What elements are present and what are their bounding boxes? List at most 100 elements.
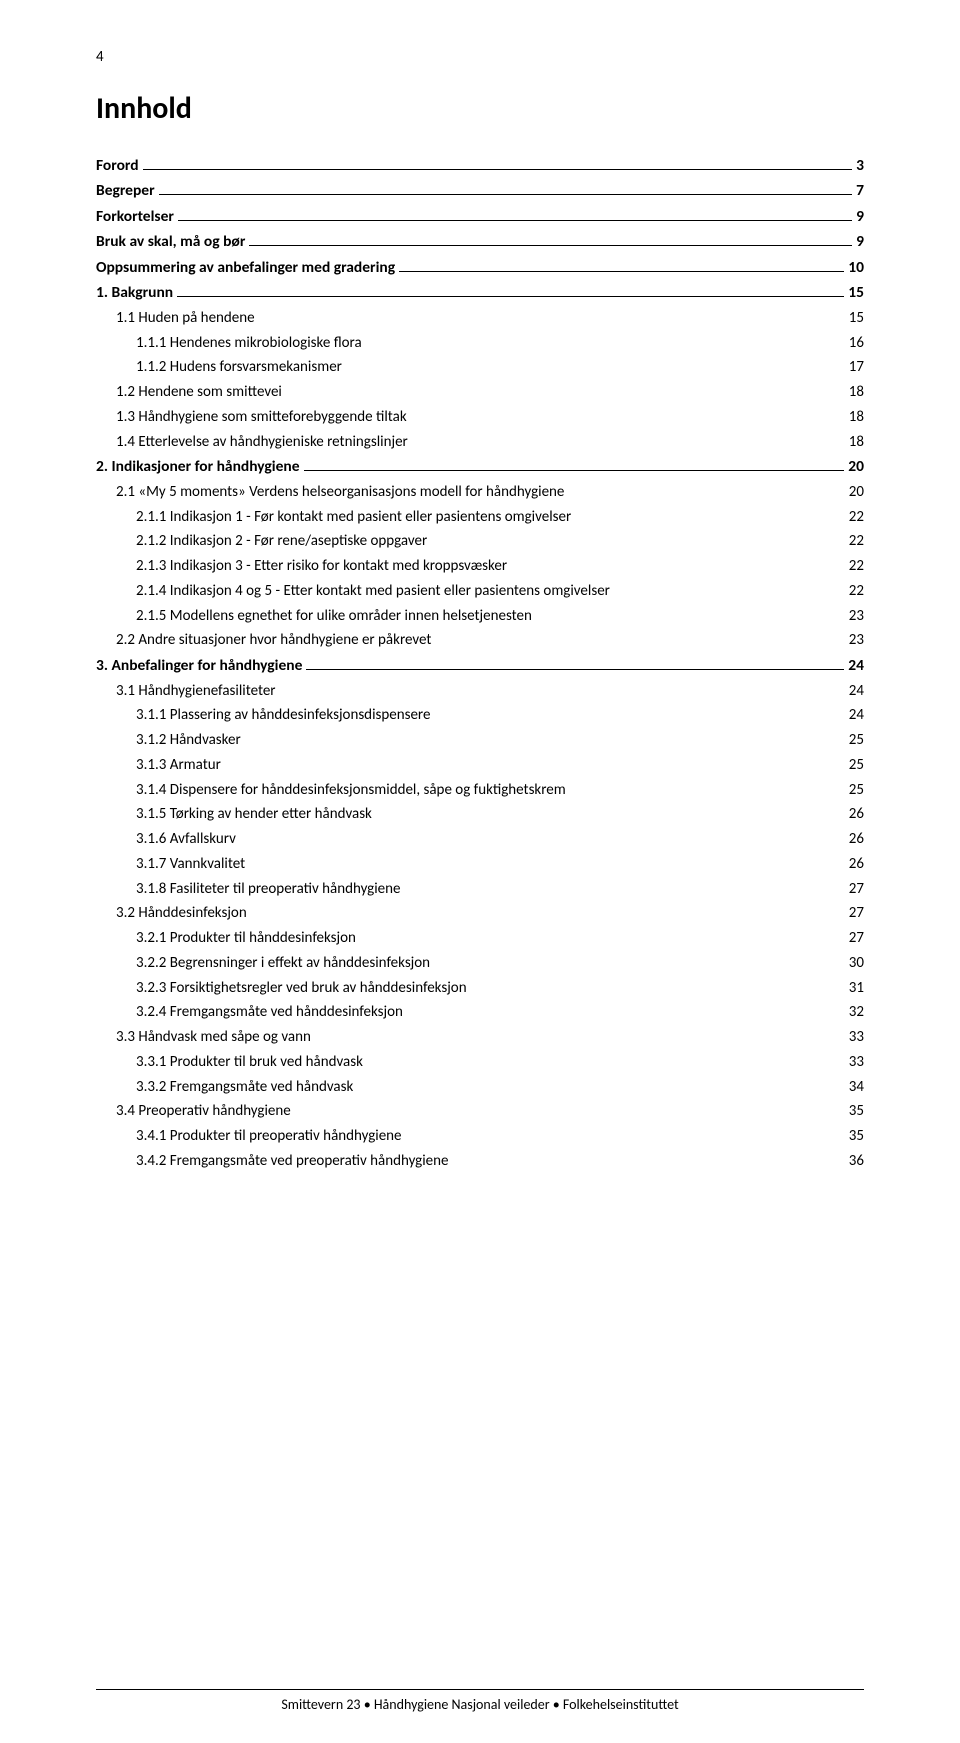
toc-entry[interactable]: 1.4 Etterlevelse av håndhygieniske retni… [96, 432, 864, 454]
toc-entry-label: 1.3 Håndhygiene som smitteforebyggende t… [116, 407, 407, 429]
toc-entry[interactable]: Forord3 [96, 155, 864, 177]
toc-leader [249, 231, 852, 246]
toc-entry[interactable]: 2.1.1 Indikasjon 1 - Før kontakt med pas… [96, 507, 864, 529]
toc-entry[interactable]: 2. Indikasjoner for håndhygiene20 [96, 456, 864, 478]
toc-entry[interactable]: 1.1.2 Hudens forsvarsmekanismer 17 [96, 357, 864, 379]
toc-entry-page: 22 [849, 531, 864, 553]
toc-entry[interactable]: 3.2.3 Forsiktighetsregler ved bruk av hå… [96, 978, 864, 1000]
toc-entry[interactable]: 2.1.4 Indikasjon 4 og 5 - Etter kontakt … [96, 581, 864, 603]
toc-entry-label: 2.1.2 Indikasjon 2 - Før rene/aseptiske … [136, 531, 427, 553]
toc-entry-label: 2.1.5 Modellens egnethet for ulike områd… [136, 606, 532, 628]
toc-entry[interactable]: 3.1.3 Armatur25 [96, 755, 864, 777]
toc-entry[interactable]: 3.2.4 Fremgangsmåte ved hånddesinfeksjon… [96, 1002, 864, 1024]
toc-entry[interactable]: 3.1.8 Fasiliteter til preoperativ håndhy… [96, 879, 864, 901]
toc-entry[interactable]: 1.3 Håndhygiene som smitteforebyggende t… [96, 407, 864, 429]
toc-entry[interactable]: 2.1 «My 5 moments» Verdens helseorganisa… [96, 482, 864, 504]
toc-entry[interactable]: 2.1.2 Indikasjon 2 - Før rene/aseptiske … [96, 531, 864, 553]
toc-entry[interactable]: 2.2 Andre situasjoner hvor håndhygiene e… [96, 630, 864, 652]
toc-entry-page: 15 [848, 282, 864, 304]
toc-entry[interactable]: 2.1.3 Indikasjon 3 - Etter risiko for ko… [96, 556, 864, 578]
toc-entry-label: 3.1.5 Tørking av hender etter håndvask [136, 804, 372, 826]
toc-entry-page: 23 [849, 630, 864, 652]
toc-entry-page: 9 [856, 231, 864, 253]
toc-entry[interactable]: 1. Bakgrunn 15 [96, 282, 864, 304]
toc-entry-page: 25 [849, 730, 864, 752]
toc-entry[interactable]: 3.3.2 Fremgangsmåte ved håndvask34 [96, 1077, 864, 1099]
toc-entry-label: 3.1.8 Fasiliteter til preoperativ håndhy… [136, 879, 401, 901]
toc-entry-page: 7 [856, 180, 864, 202]
toc-entry-label: 2.1.1 Indikasjon 1 - Før kontakt med pas… [136, 507, 571, 529]
toc-entry[interactable]: 1.1 Huden på hendene 15 [96, 308, 864, 330]
toc-entry[interactable]: Forkortelser9 [96, 206, 864, 228]
page-title: Innhold [96, 90, 864, 127]
toc-entry-label: 3.1.4 Dispensere for hånddesinfeksjonsmi… [136, 780, 566, 802]
toc-entry[interactable]: Begreper 7 [96, 180, 864, 202]
toc-entry[interactable]: 3.1.6 Avfallskurv 26 [96, 829, 864, 851]
toc-entry-page: 18 [849, 382, 864, 404]
toc-entry-page: 36 [849, 1151, 864, 1173]
toc-entry-label: 3. Anbefalinger for håndhygiene [96, 655, 302, 677]
toc-leader [143, 155, 853, 170]
toc-entry[interactable]: 3.1.2 Håndvasker 25 [96, 730, 864, 752]
toc-entry[interactable]: 3.1.7 Vannkvalitet26 [96, 854, 864, 876]
toc-entry[interactable]: 3.1.4 Dispensere for hånddesinfeksjonsmi… [96, 780, 864, 802]
toc-entry-page: 26 [849, 804, 864, 826]
toc-entry-label: 2.1.4 Indikasjon 4 og 5 - Etter kontakt … [136, 581, 610, 603]
toc-entry[interactable]: 2.1.5 Modellens egnethet for ulike områd… [96, 606, 864, 628]
toc-entry-page: 10 [848, 257, 864, 279]
toc-entry-label: Bruk av skal, må og bør [96, 231, 245, 253]
toc-entry-page: 33 [849, 1027, 864, 1049]
toc-entry-label: 3.3.2 Fremgangsmåte ved håndvask [136, 1077, 353, 1099]
toc-entry-page: 22 [849, 556, 864, 578]
toc-entry-label: 3.1.6 Avfallskurv [136, 829, 236, 851]
toc-entry-label: Oppsummering av anbefalinger med graderi… [96, 257, 395, 279]
toc-entry-label: 3.4.2 Fremgangsmåte ved preoperativ hånd… [136, 1151, 449, 1173]
toc-entry-label: 1.1 Huden på hendene [116, 308, 255, 330]
toc-entry-label: 3.1.2 Håndvasker [136, 730, 241, 752]
toc-entry-page: 17 [849, 357, 864, 379]
toc-entry[interactable]: 3.3.1 Produkter til bruk ved håndvask33 [96, 1052, 864, 1074]
toc-entry-page: 15 [849, 308, 864, 330]
toc-entry-label: 1.1.1 Hendenes mikrobiologiske flora [136, 333, 362, 355]
toc-entry-page: 26 [849, 829, 864, 851]
document-page: 4 Innhold Forord3Begreper7Forkortelser9B… [0, 0, 960, 1743]
toc-entry-page: 27 [849, 928, 864, 950]
toc-entry[interactable]: 3.2.1 Produkter til hånddesinfeksjon27 [96, 928, 864, 950]
toc-entry[interactable]: 3.4.2 Fremgangsmåte ved preoperativ hånd… [96, 1151, 864, 1173]
toc-entry-page: 18 [849, 407, 864, 429]
toc-entry-label: 3.4.1 Produkter til preoperativ håndhygi… [136, 1126, 402, 1148]
toc-entry[interactable]: 3.3 Håndvask med såpe og vann33 [96, 1027, 864, 1049]
toc-entry-label: 3.1.3 Armatur [136, 755, 221, 777]
toc-entry-page: 20 [849, 482, 864, 504]
toc-entry[interactable]: 1.1.1 Hendenes mikrobiologiske flora16 [96, 333, 864, 355]
toc-entry-page: 31 [849, 978, 864, 1000]
toc-entry[interactable]: 3.2 Hånddesinfeksjon27 [96, 903, 864, 925]
toc-leader [306, 655, 844, 670]
toc-entry-page: 9 [856, 206, 864, 228]
toc-entry-page: 22 [849, 507, 864, 529]
toc-entry[interactable]: 3.1 Håndhygienefasiliteter24 [96, 681, 864, 703]
toc-entry-label: Begreper [96, 180, 155, 202]
toc-entry[interactable]: 1.2 Hendene som smittevei 18 [96, 382, 864, 404]
toc-entry[interactable]: Oppsummering av anbefalinger med graderi… [96, 257, 864, 279]
toc-entry-label: 3.2.2 Begrensninger i effekt av hånddesi… [136, 953, 430, 975]
toc-entry-label: 1.2 Hendene som smittevei [116, 382, 282, 404]
toc-entry-page: 30 [849, 953, 864, 975]
toc-entry[interactable]: 3.4 Preoperativ håndhygiene35 [96, 1101, 864, 1123]
toc-entry-label: 1.1.2 Hudens forsvarsmekanismer [136, 357, 342, 379]
toc-entry-label: 1. Bakgrunn [96, 282, 173, 304]
toc-entry[interactable]: 3.1.5 Tørking av hender etter håndvask 26 [96, 804, 864, 826]
toc-entry-page: 24 [849, 705, 864, 727]
toc-entry-page: 35 [849, 1126, 864, 1148]
toc-entry-label: 2.1.3 Indikasjon 3 - Etter risiko for ko… [136, 556, 507, 578]
toc-entry[interactable]: Bruk av skal, må og bør 9 [96, 231, 864, 253]
toc-entry-page: 24 [848, 655, 864, 677]
toc-entry[interactable]: 3.1.1 Plassering av hånddesinfeksjonsdis… [96, 705, 864, 727]
toc-entry[interactable]: 3.2.2 Begrensninger i effekt av hånddesi… [96, 953, 864, 975]
toc-leader [178, 206, 852, 221]
toc-entry-page: 32 [849, 1002, 864, 1024]
toc-entry[interactable]: 3.4.1 Produkter til preoperativ håndhygi… [96, 1126, 864, 1148]
toc-entry-label: 3.2 Hånddesinfeksjon [116, 903, 247, 925]
toc-entry[interactable]: 3. Anbefalinger for håndhygiene 24 [96, 655, 864, 677]
toc-entry-label: 3.1.1 Plassering av hånddesinfeksjonsdis… [136, 705, 430, 727]
